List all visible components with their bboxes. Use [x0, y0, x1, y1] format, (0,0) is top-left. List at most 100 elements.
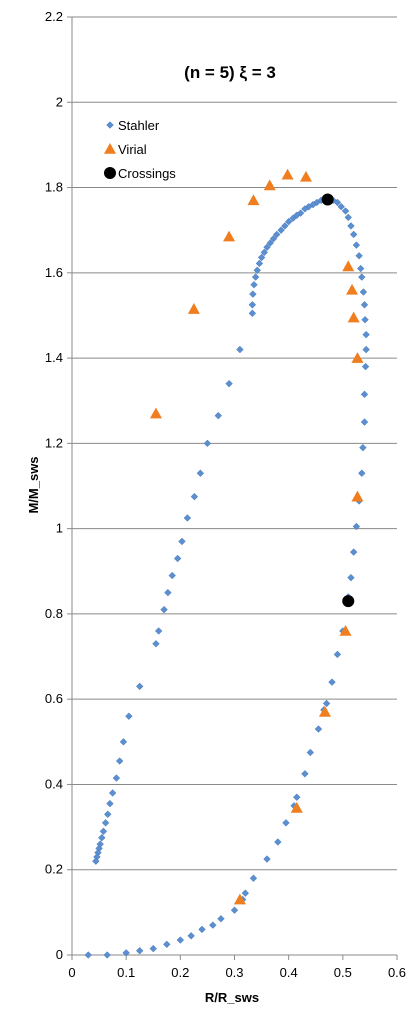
stahler-point	[164, 588, 172, 597]
stahler-point	[198, 925, 206, 934]
stahler-point	[284, 217, 293, 226]
stahler-point	[314, 725, 323, 733]
stahler-point	[356, 264, 365, 273]
legend-marker-crossings	[104, 167, 116, 179]
series-stahler	[84, 195, 370, 959]
virial-point	[247, 194, 260, 206]
stahler-point	[214, 411, 223, 420]
stahler-point	[103, 951, 111, 959]
stahler-point	[277, 226, 285, 234]
virial-point	[339, 624, 352, 636]
stahler-point	[281, 222, 289, 230]
y-tick-label: 0.6	[45, 691, 63, 706]
series-virial	[149, 168, 364, 905]
y-tick-label: 0.8	[45, 606, 63, 621]
stahler-point	[349, 548, 358, 556]
stahler-point	[122, 949, 130, 957]
virial-point	[149, 407, 162, 419]
x-tick-label: 0.6	[388, 965, 406, 980]
stahler-point	[225, 379, 233, 388]
stahler-point	[101, 819, 110, 827]
stahler-point	[135, 682, 144, 691]
stahler-point	[337, 202, 345, 211]
crossings-point	[321, 193, 334, 206]
stahler-point	[149, 944, 158, 953]
y-tick-label: 1.6	[45, 265, 63, 280]
stahler-point	[301, 770, 309, 778]
stahler-point	[255, 259, 264, 268]
stahler-point	[266, 239, 275, 247]
stahler-point	[250, 281, 258, 289]
stahler-point	[203, 439, 212, 448]
virial-point	[342, 260, 355, 272]
virial-point	[318, 705, 331, 717]
stahler-point	[196, 469, 205, 477]
stahler-point	[306, 748, 315, 757]
stahler-point	[178, 537, 186, 546]
stahler-point	[362, 345, 370, 354]
y-axis-title: M/M_sws	[26, 456, 41, 513]
stahler-point	[230, 906, 239, 914]
legend-label-stahler: Stahler	[118, 118, 160, 133]
chart-title: (n = 5) ξ = 3	[184, 63, 276, 82]
virial-point	[187, 303, 200, 314]
axis-layer: 0 0.2 0.4 0.6 0.8 1 1.2 1.4 1.6 1.8 2 2.2 0 0.1 0.2 0.3…	[45, 9, 406, 980]
legend: Stahler Virial Crossings	[104, 118, 176, 181]
stahler-point	[358, 469, 366, 477]
virial-point	[351, 352, 364, 363]
x-tick-label: 0.5	[334, 965, 352, 980]
virial-point	[351, 490, 364, 502]
stahler-point	[160, 605, 168, 614]
y-tick-label: 2	[56, 94, 63, 109]
stahler-point	[349, 230, 358, 239]
legend-label-virial: Virial	[118, 142, 147, 157]
stahler-point	[304, 202, 313, 211]
stahler-point	[168, 571, 176, 580]
y-tick-label: 0.2	[45, 862, 63, 877]
x-tick-label: 0.2	[171, 965, 189, 980]
stahler-point	[248, 301, 257, 309]
virial-point	[290, 801, 303, 813]
y-tick-label: 0	[56, 947, 63, 962]
stahler-point	[249, 290, 257, 298]
y-tick-label: 0.4	[45, 776, 63, 791]
stahler-point	[360, 301, 369, 309]
stahler-point	[341, 207, 350, 215]
stahler-point	[209, 921, 217, 929]
virial-point	[223, 230, 236, 242]
series-crossings	[321, 193, 355, 608]
stahler-point	[263, 855, 271, 863]
series-layer	[84, 168, 370, 959]
stahler-point	[119, 738, 128, 746]
stahler-point	[253, 266, 262, 275]
stahler-point	[112, 774, 121, 782]
virial-point	[233, 893, 246, 905]
stahler-point	[359, 288, 368, 296]
stahler-point	[344, 213, 353, 222]
x-axis-title: R/R_sws	[205, 990, 259, 1005]
stahler-point	[361, 315, 369, 324]
stahler-point	[272, 230, 281, 239]
stahler-point	[358, 273, 366, 281]
grid-layer	[72, 16, 397, 871]
y-tick-label: 1.2	[45, 435, 63, 450]
stahler-point	[236, 345, 244, 354]
stahler-point	[173, 554, 182, 563]
stahler-point	[347, 222, 355, 230]
stahler-point	[263, 243, 271, 251]
stahler-point	[257, 253, 266, 262]
stahler-point	[289, 214, 297, 222]
stahler-point	[355, 252, 363, 260]
stahler-point	[92, 857, 100, 865]
y-tick-label: 2.2	[45, 9, 63, 24]
stahler-point	[359, 443, 367, 452]
stahler-point	[293, 793, 301, 801]
legend-marker-stahler	[106, 121, 114, 129]
crossings-point	[342, 595, 355, 608]
stahler-point	[361, 362, 370, 371]
stahler-point	[269, 234, 278, 243]
legend-marker-virial	[104, 143, 116, 154]
stahler-point	[115, 757, 124, 765]
